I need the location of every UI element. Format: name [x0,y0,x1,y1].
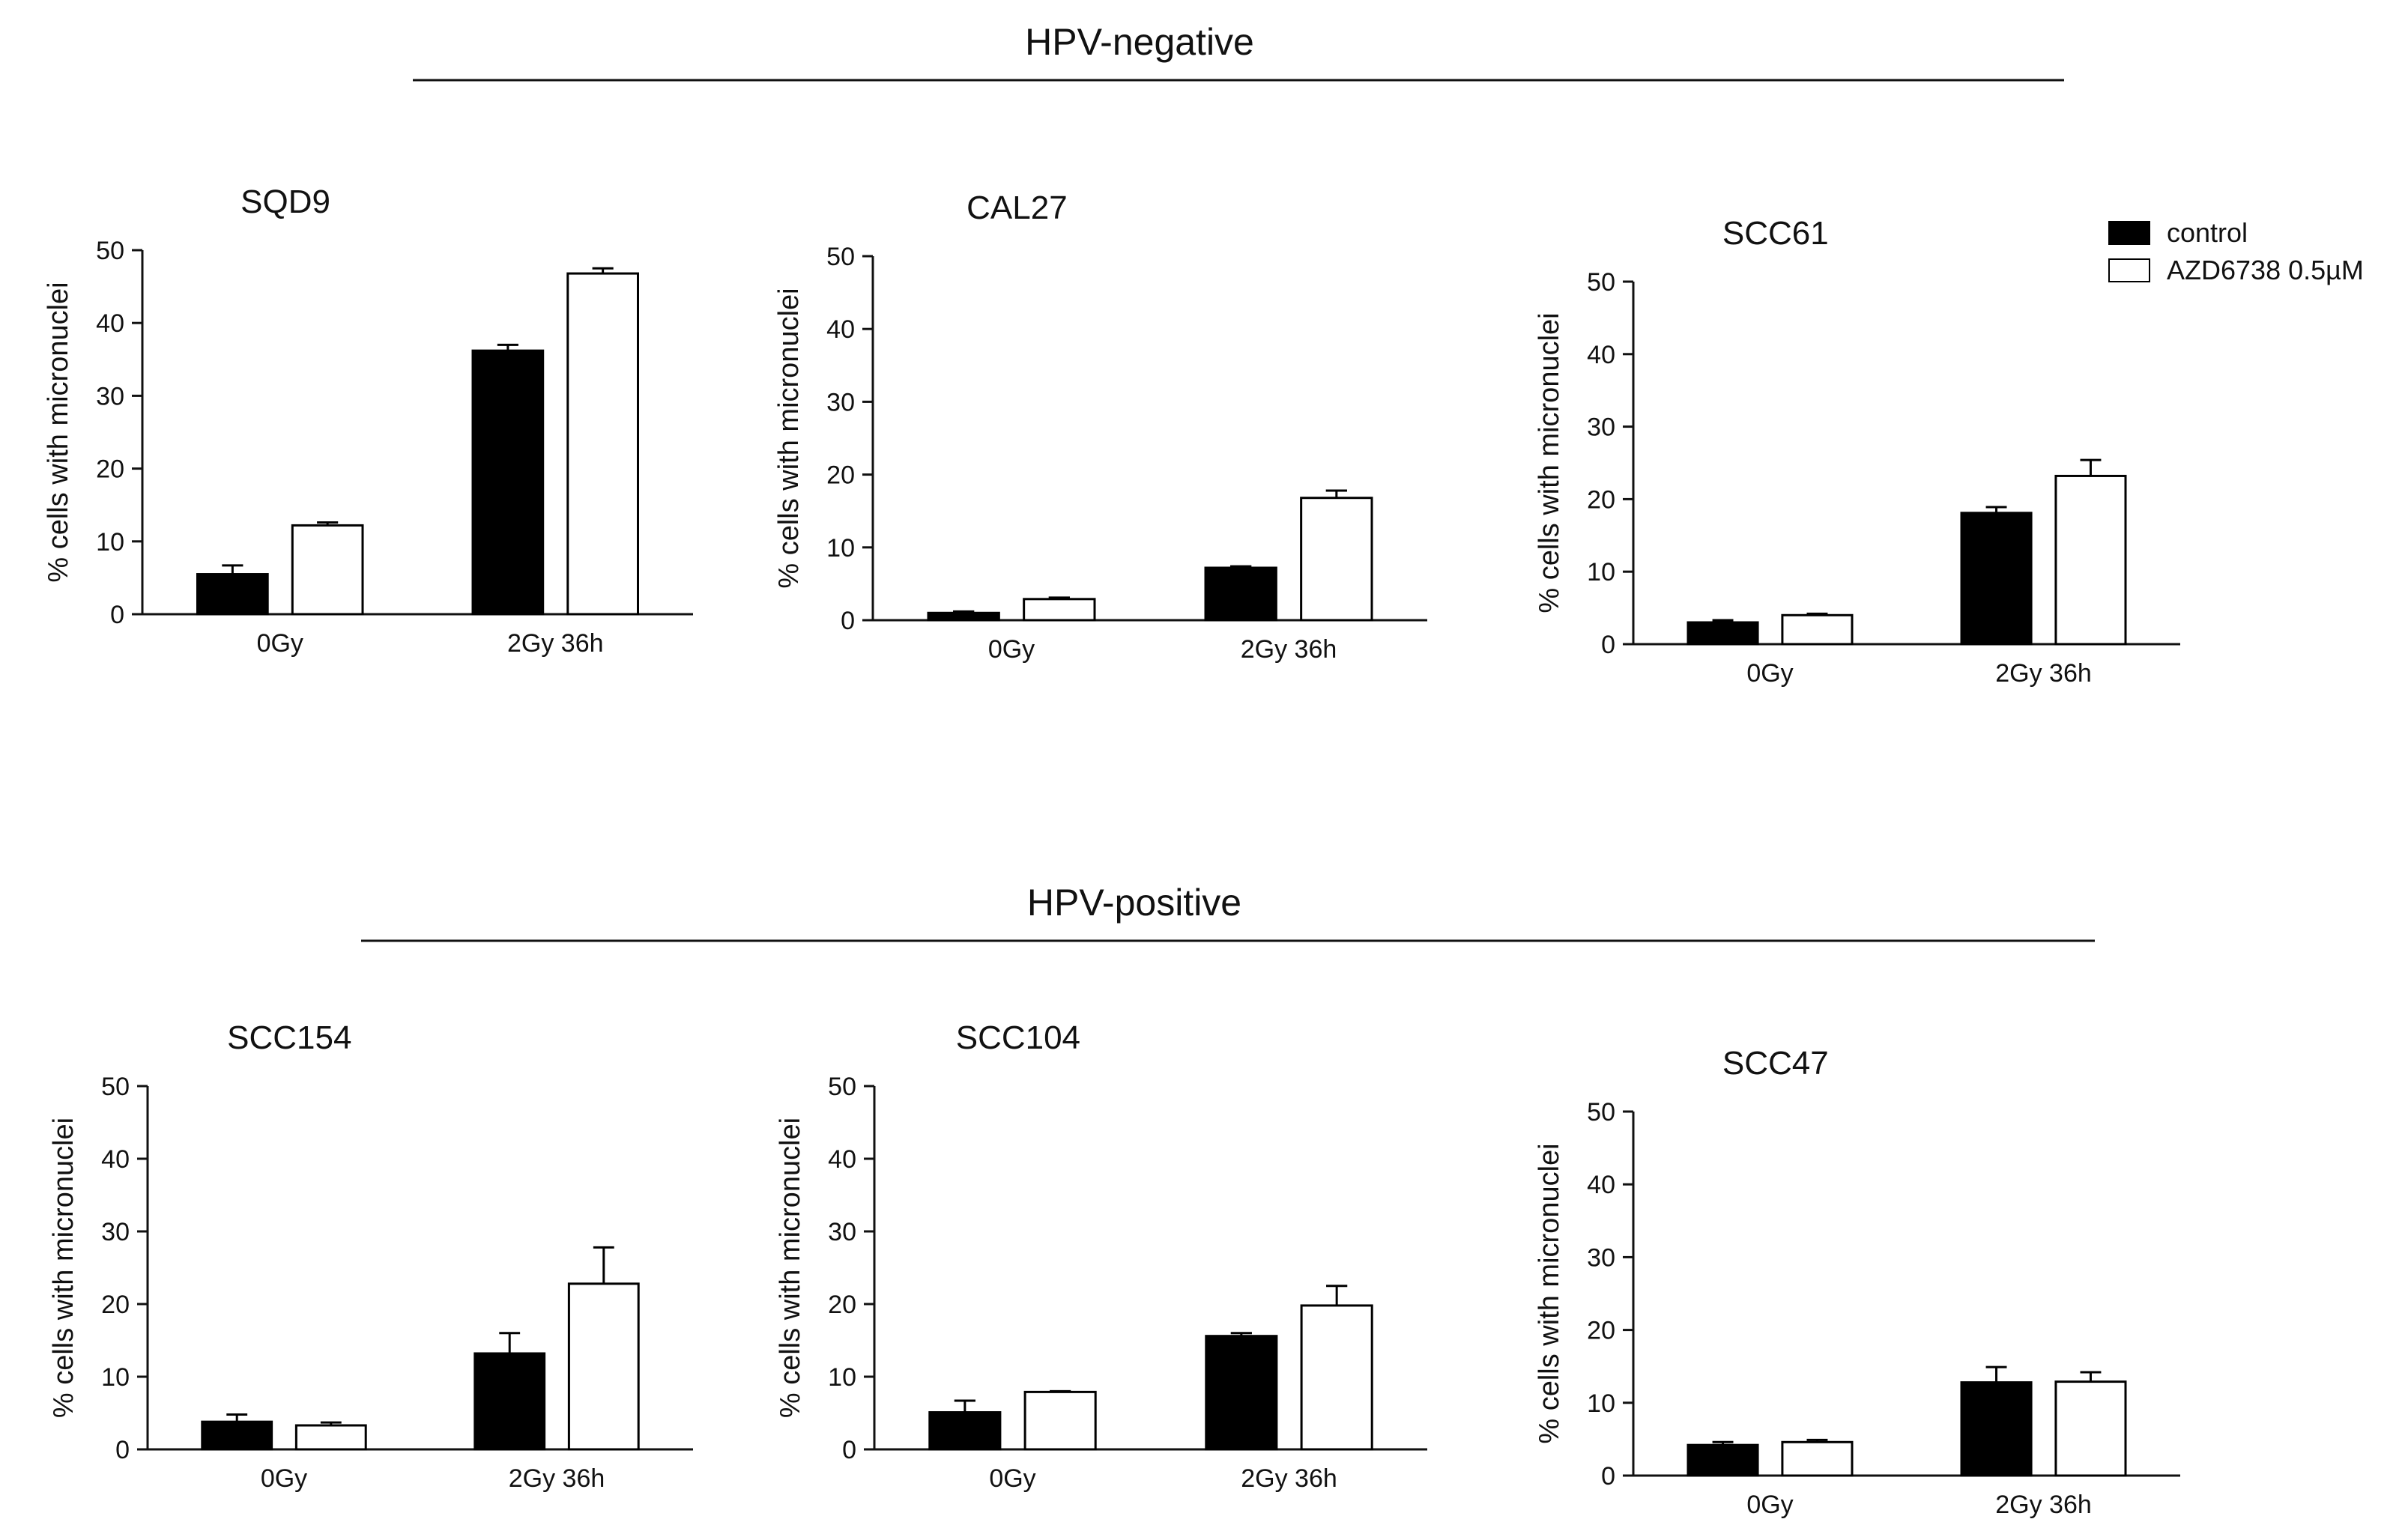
y-tick-label: 30 [1587,1243,1615,1272]
y-tick-label: 40 [101,1145,130,1174]
y-tick-label: 50 [828,1073,856,1101]
y-axis-label: % cells with micronuclei [43,282,74,582]
chart-title: SCC104 [956,1019,1080,1056]
bar-control-2gy-36h [474,1352,546,1451]
legend-label-control: control [2167,217,2248,248]
legend: control AZD6738 0.5µM [2108,217,2364,285]
chart-title: SCC61 [1722,215,1829,252]
bar-azd6738-0-5-m-2gy-36h [566,272,639,616]
y-axis-label: % cells with micronuclei [773,288,805,588]
y-tick-label: 20 [826,461,855,490]
y-tick-label: 0 [1601,631,1615,659]
bar-azd6738-0-5-m-2gy-36h [2054,474,2127,646]
bar-control-0gy [196,573,269,616]
legend-label-azd6738: AZD6738 0.5µM [2167,255,2364,285]
bar-control-2gy-36h [1960,1381,2033,1477]
y-axis-label: % cells with micronuclei [1534,1143,1565,1443]
bar-azd6738-0-5-m-0gy [1781,1440,1854,1477]
bar-azd6738-0-5-m-0gy [1023,598,1096,622]
legend-swatch-azd6738 [2108,258,2150,282]
bar-control-0gy [201,1420,273,1451]
chart-sqd9: SQD9 0 10 20 30 40 50 % cells with micronuclei 0… [43,184,693,658]
x-tick-label: 2Gy 36h [1995,659,2092,688]
x-tick-label: 2Gy 36h [1241,1464,1337,1493]
y-tick-label: 30 [828,1218,856,1246]
y-tick-label: 50 [101,1073,130,1101]
chart-title: CAL27 [966,190,1068,226]
bar-azd6738-0-5-m-2gy-36h [567,1282,640,1451]
y-tick-label: 20 [828,1291,856,1319]
bar-control-0gy [927,611,1000,622]
y-tick-label: 40 [96,309,124,338]
section-title-hpv-negative: HPV-negative [1025,21,1254,63]
y-tick-label: 50 [1587,1098,1615,1127]
y-tick-label: 20 [1587,485,1615,514]
bar-azd6738-0-5-m-0gy [1023,1390,1097,1451]
bar-control-2gy-36h [1205,1335,1278,1451]
x-tick-label: 2Gy 36h [1241,635,1337,664]
y-tick-label: 0 [842,1436,856,1464]
y-tick-label: 50 [826,243,855,271]
y-tick-label: 50 [96,237,124,265]
chart-scc154: SCC154 0 10 20 30 40 50 % cells with micronucle… [48,1019,693,1493]
bar-control-2gy-36h [1204,566,1277,622]
y-tick-label: 10 [96,528,124,557]
x-tick-label: 0Gy [257,629,303,658]
y-tick-label: 20 [96,455,124,484]
y-tick-label: 50 [1587,268,1615,297]
chart-scc61: SCC61 0 10 20 30 40 50 % cells with micronuclei… [1534,215,2180,688]
chart-title: SQD9 [240,184,330,220]
y-tick-label: 0 [841,607,855,635]
x-tick-label: 0Gy [988,635,1035,664]
y-axis-label: % cells with micronuclei [775,1118,806,1418]
y-tick-label: 20 [1587,1317,1615,1345]
chart-title: SCC154 [227,1019,351,1056]
y-tick-label: 10 [826,534,855,563]
bar-azd6738-0-5-m-2gy-36h [1300,1304,1373,1451]
y-tick-label: 10 [1587,558,1615,586]
bar-azd6738-0-5-m-2gy-36h [2054,1380,2127,1477]
bar-control-2gy-36h [471,349,545,616]
y-axis-label: % cells with micronuclei [1534,312,1565,613]
bar-control-0gy [928,1411,1002,1451]
bar-azd6738-0-5-m-2gy-36h [1300,497,1373,622]
bar-azd6738-0-5-m-0gy [294,1424,367,1451]
y-tick-label: 30 [1587,413,1615,442]
chart-scc104: SCC104 0 10 20 30 40 50 % cells with micronucle… [775,1019,1427,1493]
chart-scc47: SCC47 0 10 20 30 40 50 % cells with micronuclei… [1534,1045,2180,1519]
chart-cal27: CAL27 0 10 20 30 40 50 % cells with micronuclei… [773,190,1427,664]
x-tick-label: 2Gy 36h [507,629,604,658]
y-tick-label: 0 [110,601,124,629]
y-tick-label: 40 [826,315,855,344]
bar-control-0gy [1686,1443,1759,1477]
y-tick-label: 0 [1601,1462,1615,1491]
y-tick-label: 30 [101,1218,130,1246]
legend-swatch-control [2108,221,2150,245]
x-tick-label: 0Gy [261,1464,307,1493]
y-tick-label: 10 [101,1363,130,1392]
x-tick-label: 2Gy 36h [1995,1491,2092,1519]
y-tick-label: 30 [96,382,124,410]
y-axis-label: % cells with micronuclei [48,1118,79,1418]
y-tick-label: 40 [828,1145,856,1174]
x-tick-label: 0Gy [989,1464,1035,1493]
y-tick-label: 10 [828,1363,856,1392]
chart-title: SCC47 [1722,1045,1829,1082]
bar-azd6738-0-5-m-0gy [1781,613,1854,646]
bar-azd6738-0-5-m-0gy [291,524,364,616]
y-tick-label: 10 [1587,1389,1615,1418]
bar-control-0gy [1686,621,1759,646]
bar-control-2gy-36h [1960,512,2033,646]
y-tick-label: 40 [1587,341,1615,369]
x-tick-label: 0Gy [1746,1491,1793,1519]
y-tick-label: 20 [101,1291,130,1319]
x-tick-label: 0Gy [1746,659,1793,688]
x-tick-label: 2Gy 36h [509,1464,605,1493]
section-title-hpv-positive: HPV-positive [1027,882,1241,924]
y-tick-label: 30 [826,388,855,416]
y-tick-label: 0 [115,1436,130,1464]
y-tick-label: 40 [1587,1171,1615,1199]
